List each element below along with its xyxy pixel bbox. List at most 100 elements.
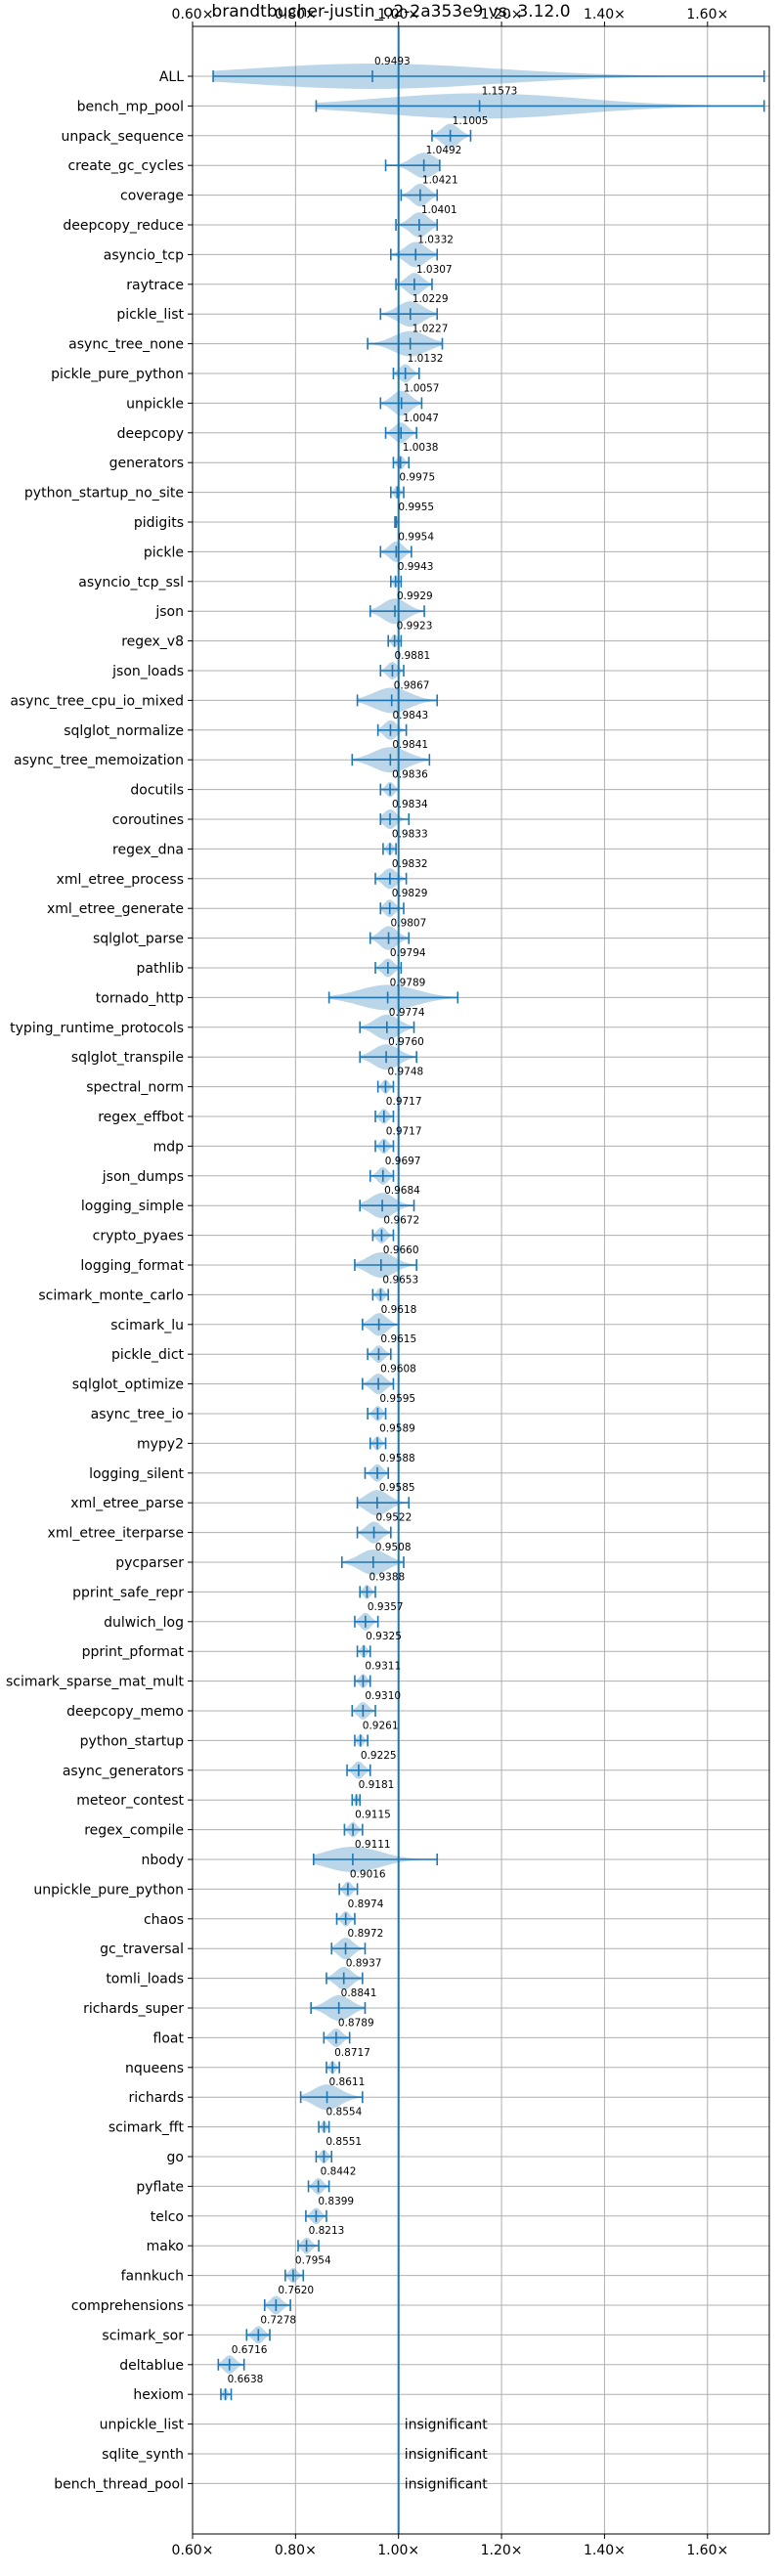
value-label: 0.9975 (399, 472, 435, 484)
benchmark-label: ALL (159, 69, 184, 85)
benchmark-label: logging_format (80, 1258, 184, 1274)
benchmark-label: nbody (142, 1853, 185, 1868)
value-label: 0.9310 (365, 1690, 401, 1702)
value-label: 0.9717 (386, 1125, 422, 1137)
value-label: 0.9016 (350, 1868, 386, 1880)
value-label: 0.9588 (379, 1453, 415, 1464)
x-tick-label-bottom: 1.00× (377, 2543, 419, 2558)
value-label: 0.7954 (295, 2255, 331, 2267)
value-label: 1.0332 (417, 234, 454, 245)
value-label: 1.0227 (413, 324, 449, 335)
value-label: 0.9954 (398, 531, 434, 543)
value-label: 0.8442 (321, 2165, 357, 2177)
benchmark-label: pickle (144, 545, 184, 560)
benchmark-label: unpickle (126, 396, 184, 412)
benchmark-label: hexiom (133, 2387, 184, 2403)
value-label: 1.0421 (422, 175, 458, 187)
value-label: 0.9608 (380, 1364, 416, 1375)
benchmark-label: telco (151, 2209, 184, 2225)
benchmark-label: regex_effbot (98, 1110, 184, 1125)
benchmark-label: meteor_contest (76, 1793, 184, 1809)
benchmark-label: sqlglot_transpile (71, 1050, 184, 1066)
value-label: 0.9684 (384, 1185, 420, 1197)
benchmark-labels: ALL 0.9493 bench_mp_pool 1.1573 unpack_seque… (6, 56, 517, 2492)
value-label: 0.9829 (392, 888, 428, 899)
value-label: 0.9595 (379, 1393, 415, 1405)
x-tick-label-top: 1.60× (686, 7, 728, 22)
benchmark-label: regex_compile (84, 1823, 184, 1839)
value-label: 0.9111 (355, 1839, 391, 1851)
x-tick-label-bottom: 0.80× (275, 2543, 317, 2558)
benchmark-label: pprint_safe_repr (72, 1585, 184, 1600)
x-axis: 0.60× 0.60× 0.80× 0.80× 1.00× 1.00× 1.20× 1.20×… (172, 7, 729, 2558)
value-label: 0.8554 (326, 2107, 363, 2118)
benchmark-label: nqueens (125, 2061, 184, 2076)
benchmark-label: bench_mp_pool (77, 99, 184, 114)
benchmark-label: fannkuch (121, 2269, 184, 2285)
benchmark-label: async_tree_memoization (14, 753, 184, 768)
benchmark-label: sqlite_synth (102, 2447, 184, 2463)
value-label: 0.8551 (326, 2136, 362, 2148)
value-label: 0.9955 (398, 502, 434, 513)
x-tick-label-bottom: 1.60× (686, 2543, 728, 2558)
benchmark-label: pickle_pure_python (51, 367, 184, 382)
benchmark-label: scimark_sor (102, 2328, 184, 2343)
benchmark-label: python_startup (80, 1733, 184, 1749)
x-tick-label-top: 1.40× (584, 7, 626, 22)
value-label: 0.9832 (392, 858, 428, 870)
value-label: 0.7278 (260, 2314, 296, 2326)
benchmark-label: json_dumps (102, 1169, 184, 1185)
benchmark-label: sqlglot_parse (93, 932, 184, 947)
plot-frame (192, 25, 770, 2535)
value-label: 1.0132 (408, 353, 444, 365)
benchmark-label: async_tree_io (91, 1407, 184, 1422)
value-label: 0.8972 (348, 1928, 384, 1940)
value-label: 0.9522 (376, 1512, 413, 1524)
value-label: 0.9760 (388, 1036, 424, 1048)
benchmark-label: pprint_pformat (82, 1644, 185, 1660)
value-label: 0.9836 (392, 769, 428, 781)
value-label: 0.9388 (369, 1571, 405, 1583)
benchmark-label: tomli_loads (106, 1972, 184, 1987)
benchmark-label: create_gc_cycles (67, 158, 184, 174)
benchmark-label: regex_v8 (121, 634, 184, 650)
value-label: 1.0047 (403, 413, 439, 424)
value-label: 0.8399 (318, 2196, 354, 2207)
value-label: 0.9834 (392, 799, 428, 810)
violins (212, 64, 765, 2401)
value-label: 0.9261 (363, 1720, 399, 1731)
benchmark-label: dulwich_log (104, 1615, 184, 1631)
value-label: 1.1573 (482, 85, 518, 97)
value-label: 0.9660 (383, 1244, 419, 1256)
benchmark-label: spectral_norm (86, 1080, 184, 1096)
x-tick-label-bottom: 1.20× (481, 2543, 523, 2558)
x-tick-label-bottom: 0.60× (172, 2543, 214, 2558)
value-label: 1.0057 (404, 382, 440, 394)
value-label: 0.9697 (385, 1156, 421, 1167)
benchmark-label: python_startup_no_site (24, 486, 184, 502)
value-label: 0.9843 (392, 710, 428, 721)
benchmark-label: crypto_pyaes (93, 1229, 184, 1244)
value-label: 0.9672 (383, 1215, 419, 1227)
value-label: 0.6638 (228, 2374, 264, 2385)
benchmark-label: scimark_sparse_mat_mult (6, 1675, 184, 1690)
value-label: 0.9181 (359, 1779, 395, 1791)
benchmark-label: sqlglot_normalize (64, 723, 184, 739)
benchmark-label: raytrace (126, 278, 184, 293)
x-tick-label-top: 1.20× (481, 7, 523, 22)
benchmark-label: deepcopy (117, 426, 184, 442)
benchmark-label: tornado_http (96, 990, 184, 1006)
value-label: 0.8717 (334, 2047, 370, 2059)
insignificant-label: insignificant (405, 2447, 489, 2463)
value-label: 0.9748 (387, 1067, 423, 1078)
benchmark-label: xml_etree_process (57, 872, 184, 888)
benchmark-label: unpack_sequence (62, 129, 184, 145)
value-label: 0.9225 (361, 1750, 397, 1762)
benchmark-label: logging_simple (81, 1199, 184, 1214)
x-tick-label-top: 0.80× (275, 7, 317, 22)
benchmark-label: bench_thread_pool (54, 2476, 184, 2492)
benchmark-label: deepcopy_memo (66, 1704, 184, 1720)
value-label: 1.0307 (416, 264, 453, 276)
benchmark-label: xml_etree_parse (70, 1496, 184, 1511)
benchmark-label: json_loads (111, 664, 184, 679)
